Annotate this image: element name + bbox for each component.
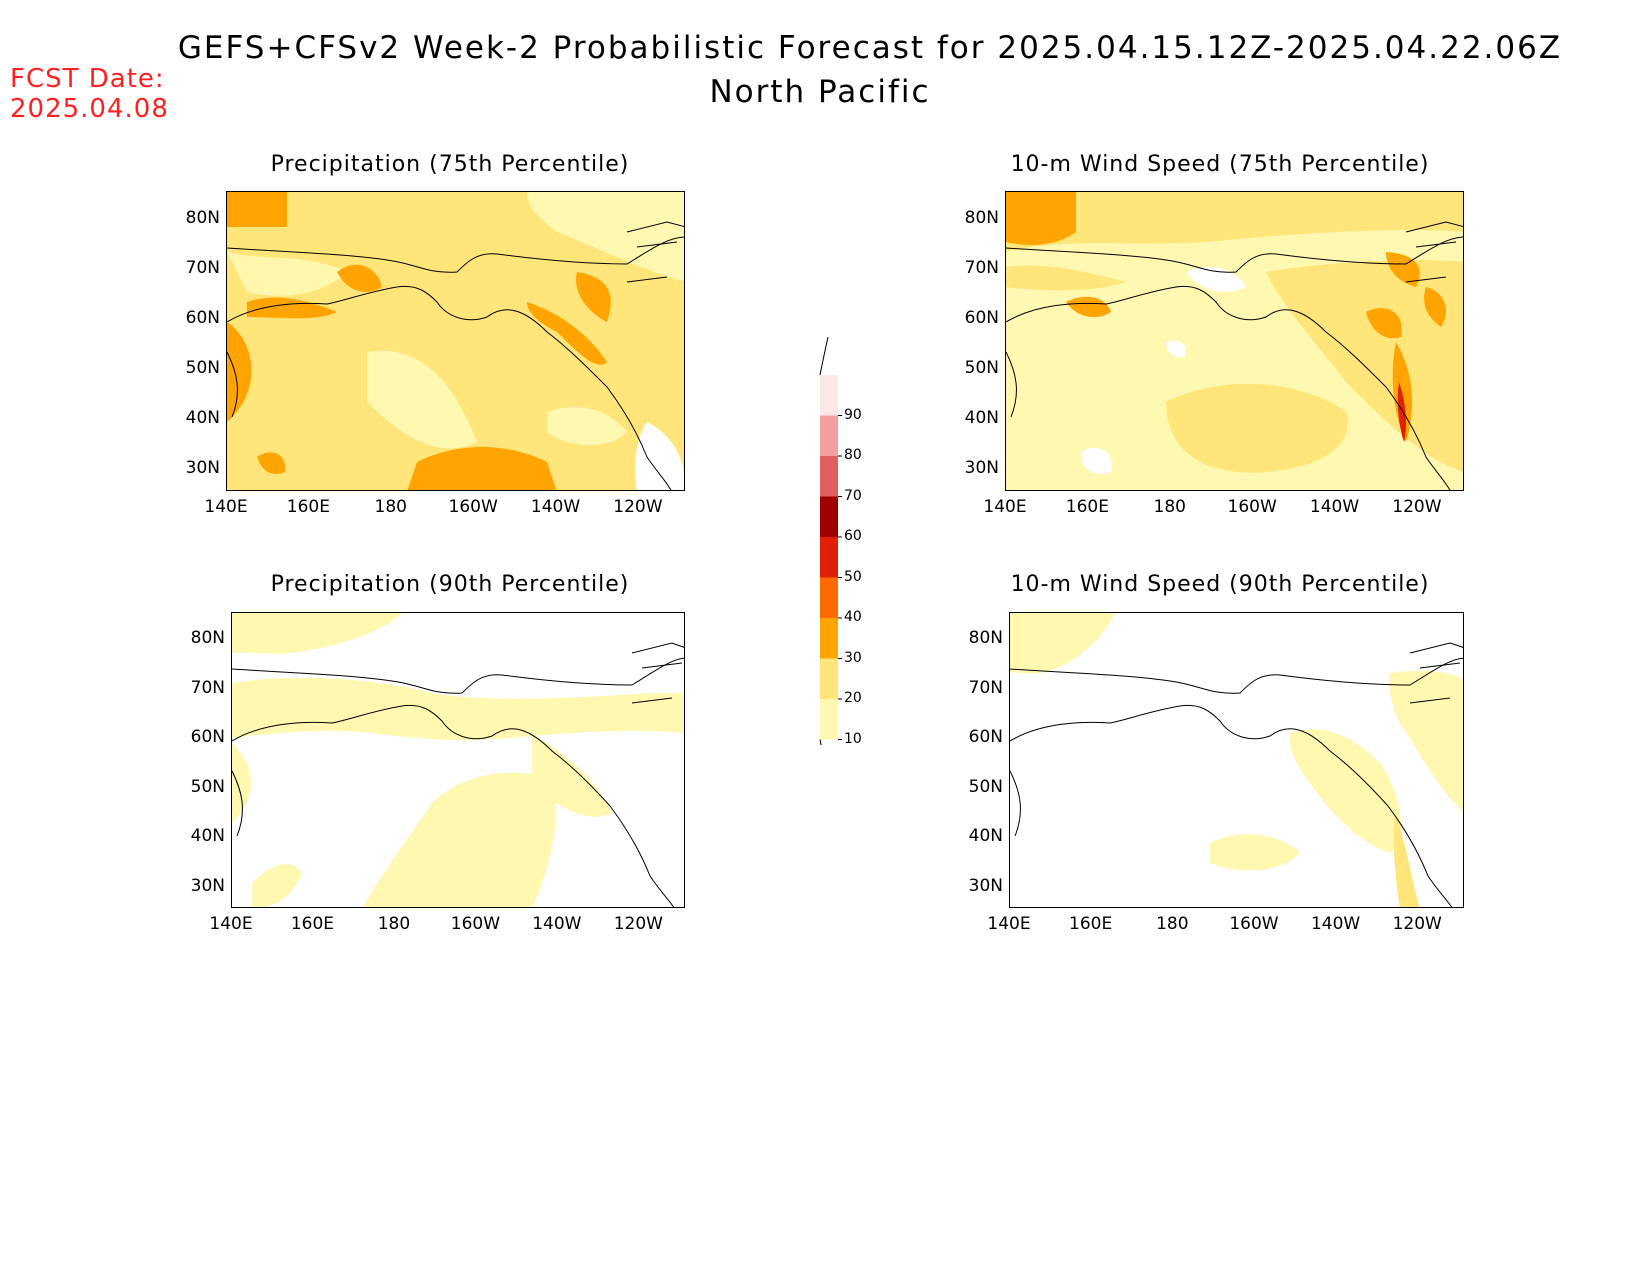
lon-tick-label: 180 (377, 914, 411, 934)
lon-tick-label: 140W (1310, 914, 1361, 934)
region-title: North Pacific (709, 74, 931, 110)
lat-tick-label: 70N (190, 677, 225, 698)
colorbar-level-label: 10 (844, 730, 862, 747)
colorbar-segment (820, 415, 838, 456)
lat-tick-label: 50N (964, 358, 999, 378)
map-wind-90 (1009, 612, 1464, 908)
colorbar-segment (820, 496, 838, 537)
lat-tick-label: 60N (968, 727, 1003, 747)
colorbar-segment (820, 537, 838, 578)
lat-tick-label: 30N (964, 458, 999, 478)
lon-tick-label: 140E (987, 914, 1031, 934)
lat-tick-label: 30N (190, 875, 225, 896)
colorbar-level-label: 30 (844, 649, 862, 666)
lon-tick-label: 160W (448, 497, 498, 517)
lon-tick-label: 160E (290, 914, 335, 934)
lon-tick-label: 140W (532, 914, 582, 934)
lat-tick-label: 70N (964, 258, 999, 278)
lon-tick-label: 120W (1392, 914, 1442, 934)
lat-tick-label: 80N (968, 628, 1003, 648)
colorbar-segment (820, 577, 838, 618)
lon-tick-label: 140W (530, 497, 581, 517)
lat-tick-label: 60N (964, 308, 999, 328)
lat-tick-label: 40N (964, 408, 999, 428)
colorbar-segment (820, 375, 838, 416)
lon-tick-label: 140E (983, 497, 1027, 517)
panel-title-precip-75: Precipitation (75th Percentile) (270, 152, 630, 177)
map-wind-75 (1005, 191, 1464, 491)
lat-tick-label: 50N (968, 776, 1003, 797)
colorbar-bottom-tip (819, 739, 822, 745)
lat-tick-label: 60N (185, 308, 220, 328)
lon-tick-label: 140W (1309, 497, 1360, 517)
map-precip-90 (231, 612, 685, 908)
lat-tick-label: 80N (190, 628, 225, 648)
lon-tick-label: 180 (1156, 914, 1189, 934)
lat-tick-label: 30N (968, 875, 1003, 896)
lat-tick-label: 30N (185, 458, 220, 478)
lat-tick-label: 50N (190, 776, 225, 797)
lat-tick-label: 40N (968, 826, 1003, 846)
main-title: GEFS+CFSv2 Week-2 Probabilistic Forecast… (177, 30, 1563, 66)
colorbar-top-tip (819, 336, 829, 376)
lon-tick-label: 140E (209, 914, 253, 934)
colorbar-segment (820, 618, 838, 659)
colorbar (815, 335, 885, 745)
colorbar-segment (820, 456, 838, 497)
lat-tick-label: 70N (185, 258, 220, 278)
colorbar-level-label: 70 (844, 487, 862, 504)
lon-tick-label: 160W (1229, 914, 1279, 934)
colorbar-level-label: 90 (844, 406, 862, 423)
map-precip-75 (226, 191, 685, 491)
colorbar-level-label: 40 (844, 609, 862, 625)
colorbar-level-label: 80 (844, 447, 862, 463)
lon-tick-label: 160W (1227, 497, 1277, 517)
panel-title-wind-75: 10-m Wind Speed (75th Percentile) (1010, 152, 1430, 177)
lon-tick-label: 160E (1065, 497, 1109, 517)
fcst-date-label: FCST Date: (10, 64, 165, 94)
lon-tick-label: 120W (613, 497, 663, 517)
colorbar-level-label: 50 (844, 568, 862, 585)
lat-tick-label: 50N (185, 358, 220, 378)
lat-tick-label: 80N (964, 208, 999, 228)
lat-tick-label: 40N (190, 826, 225, 846)
panel-title-precip-90: Precipitation (90th Percentile) (270, 572, 630, 597)
lon-tick-label: 160E (1069, 914, 1113, 934)
lon-tick-label: 160E (286, 497, 330, 517)
colorbar-level-label: 20 (844, 690, 862, 706)
colorbar-segment (820, 658, 838, 699)
lon-tick-label: 120W (1392, 497, 1442, 517)
fcst-date-value: 2025.04.08 (10, 94, 169, 124)
lon-tick-label: 120W (613, 914, 663, 934)
lon-tick-label: 180 (374, 497, 407, 517)
lat-tick-label: 70N (968, 677, 1003, 698)
colorbar-segment (820, 699, 838, 740)
lat-tick-label: 40N (185, 408, 220, 428)
lat-tick-label: 60N (190, 727, 225, 747)
panel-title-wind-90: 10-m Wind Speed (90th Percentile) (1010, 572, 1430, 597)
lon-tick-label: 140E (204, 497, 248, 517)
colorbar-level-label: 60 (844, 528, 862, 544)
lat-tick-label: 80N (185, 208, 220, 228)
lon-tick-label: 180 (1153, 497, 1186, 517)
lon-tick-label: 160W (450, 914, 501, 934)
